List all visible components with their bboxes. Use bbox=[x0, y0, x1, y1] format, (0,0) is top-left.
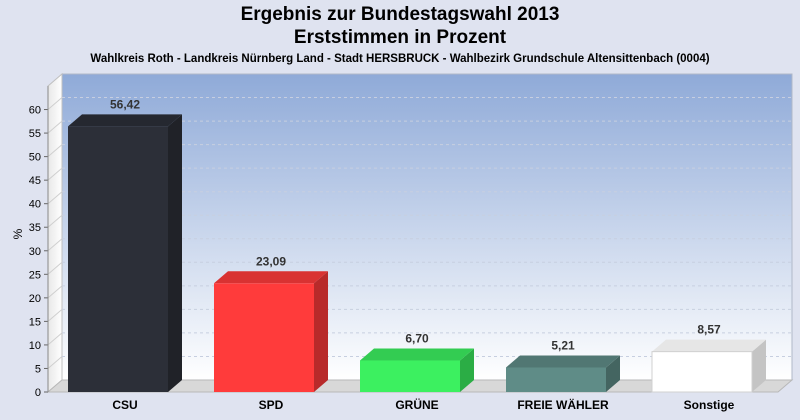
bar-front bbox=[214, 283, 314, 392]
bar-top bbox=[214, 271, 328, 284]
chart-title: Ergebnis zur Bundestagswahl 2013 bbox=[240, 4, 560, 25]
bar-side bbox=[460, 348, 474, 392]
y-tick-label: 50 bbox=[29, 152, 41, 164]
gridline-side bbox=[47, 261, 63, 275]
y-tick-label: 60 bbox=[29, 105, 41, 117]
gridline-side bbox=[47, 356, 63, 369]
gridline-side bbox=[47, 332, 63, 346]
bar-front bbox=[506, 367, 606, 392]
bar-front bbox=[68, 126, 168, 392]
gridline-side bbox=[47, 144, 63, 157]
bar-side bbox=[168, 114, 182, 392]
bar-value-label: 56,42 bbox=[110, 97, 140, 111]
bar-freie-wähler: 5,21 bbox=[506, 338, 620, 392]
bar-value-label: 5,21 bbox=[551, 338, 575, 352]
y-tick-label: 10 bbox=[29, 340, 41, 352]
bar-value-label: 23,09 bbox=[256, 254, 286, 268]
bar-grüne: 6,70 bbox=[360, 331, 474, 392]
chart-caption: Wahlkreis Roth - Landkreis Nürnberg Land… bbox=[90, 53, 710, 65]
x-category-label: SPD bbox=[259, 398, 284, 412]
bar-side bbox=[314, 271, 328, 392]
y-tick-label: 45 bbox=[29, 175, 41, 187]
bar-value-label: 6,70 bbox=[405, 331, 429, 345]
x-category-label: FREIE WÄHLER bbox=[517, 397, 609, 412]
bar-sonstige: 8,57 bbox=[651, 323, 766, 393]
plot-side-wall bbox=[47, 72, 63, 394]
y-tick-label: 20 bbox=[29, 293, 41, 305]
y-tick-label: 40 bbox=[29, 199, 41, 211]
x-category-label: GRÜNE bbox=[395, 397, 438, 412]
y-tick-label: 55 bbox=[29, 128, 41, 140]
y-tick-label: 0 bbox=[35, 387, 41, 399]
x-category-label: CSU bbox=[112, 398, 137, 412]
bar-front bbox=[360, 360, 460, 392]
gridline-side bbox=[47, 238, 63, 252]
bar-front bbox=[651, 351, 753, 393]
gridline-side bbox=[47, 167, 63, 181]
bar-value-label: 8,57 bbox=[697, 323, 721, 337]
gridline-side bbox=[47, 120, 63, 134]
bar-csu: 56,42 bbox=[68, 97, 182, 392]
bar-side bbox=[752, 339, 766, 392]
y-tick-label: 5 bbox=[35, 363, 41, 375]
chart-subtitle: Erststimmen in Prozent bbox=[293, 27, 507, 48]
y-tick-label: 35 bbox=[29, 222, 41, 234]
bar-side bbox=[606, 355, 620, 392]
x-category-label: Sonstige bbox=[684, 398, 735, 412]
bar-top bbox=[506, 355, 620, 368]
gridline-side bbox=[47, 309, 63, 322]
gridline-side bbox=[47, 97, 63, 110]
bar-top bbox=[68, 114, 182, 127]
gridline-side bbox=[47, 285, 63, 299]
gridline-side bbox=[47, 191, 63, 205]
plot-back-wall bbox=[61, 73, 793, 381]
y-tick-label: 25 bbox=[29, 269, 41, 281]
gridline-side bbox=[47, 214, 63, 228]
y-axis-label: % bbox=[11, 228, 25, 239]
bar-top bbox=[652, 339, 766, 352]
bar-spd: 23,09 bbox=[214, 254, 328, 392]
bar-top bbox=[360, 348, 474, 361]
y-tick-label: 15 bbox=[29, 316, 41, 328]
y-tick-label: 30 bbox=[29, 246, 41, 258]
